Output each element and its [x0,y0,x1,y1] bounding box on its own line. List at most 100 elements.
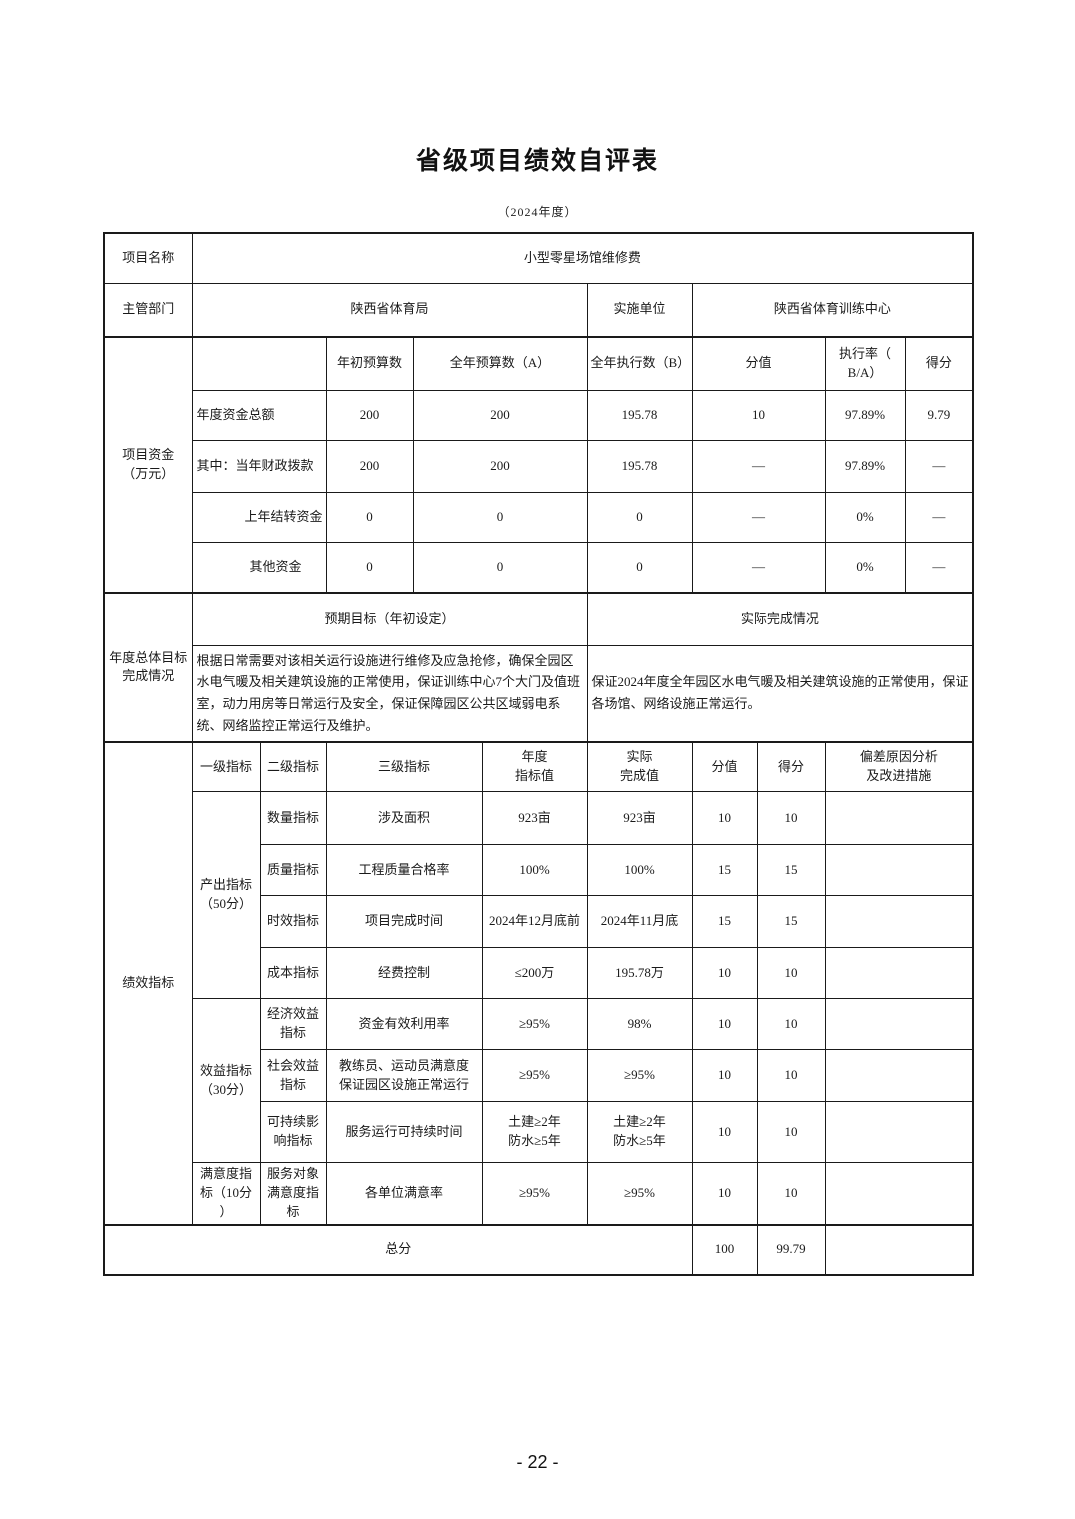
funding-cell-initial: 200 [325,389,414,441]
indicator-row: 效益指标 （30分） 经济效益 指标 资金有效利用率 ≥95% 98% 10 1… [104,998,974,1164]
funding-cell-score: 9.79 [904,389,974,441]
indicator-points-cell: 10 [691,1049,758,1103]
indicator-score-cell: 15 [756,844,826,897]
funding-header-row: 项目资金 （万元） 年初预算数 全年预算数（A） 全年执行数（B） 分值 执行率… [103,336,974,594]
funding-cell-initial: 200 [325,439,414,493]
indicator-actual-cell: 100% [586,844,693,897]
indicator-level2-cell: 服务对象 满意度指 标 [259,1162,327,1226]
indicator-level2-cell: 数量指标 [259,791,327,846]
indicators-section-cell: 绩效指标 [103,740,193,1226]
funding-row: 上年结转资金 0 0 0 — 0% — [104,491,974,543]
indicator-level1-cell: 产出指标 （50分） [191,791,261,1000]
page-number: - 22 - [516,1452,559,1472]
indicator-row: 满意度指 标（10分 ） 服务对象 满意度指 标 各单位满意率 ≥95% ≥95… [104,1162,974,1226]
indicator-row: 社会效益 指标 教练员、运动员满意度 保证园区设施正常运行 ≥95% ≥95% … [104,1049,974,1103]
page-subtitle: （2024年度） [497,205,578,219]
indicator-header-level2: 二级指标 [259,740,327,793]
total-row: 总分 100 99.79 [103,1223,974,1276]
indicator-actual-cell: 98% [586,998,693,1051]
indicator-level2-cell: 可持续影 响指标 [259,1101,327,1164]
page-title: 省级项目绩效自评表 [415,148,659,175]
dept-label-cell: 主管部门 [103,282,193,338]
deviation-cell [824,998,974,1051]
funding-cell-executed: 195.78 [586,389,693,441]
funding-cell-score: — [904,541,974,594]
funding-cell-points: — [691,491,826,543]
indicator-target-cell: ≥95% [481,998,588,1051]
funding-cell-initial: 0 [325,541,414,594]
table-row: 主管部门 陕西省体育局 实施单位 陕西省体育训练中心 [103,282,974,338]
funding-section-cell: 项目资金 （万元） [103,336,193,594]
funding-cell-executed: 0 [586,491,693,543]
funding-cell-annual: 200 [412,389,588,441]
indicators-header-row: 绩效指标 一级指标 二级指标 三级指标 年度 指标值 实际 完成值 分值 得分 … [103,740,974,1226]
funding-header-initial: 年初预算数 [325,336,414,391]
funding-cell-executed: 0 [586,541,693,594]
indicator-target-cell: 923亩 [481,791,588,846]
indicator-level3-cell: 各单位满意率 [325,1162,483,1226]
indicator-score-cell: 10 [756,1101,826,1164]
goals-header-row: 年度总体目标 完成情况 预期目标（年初设定） 实际完成情况 [103,592,974,743]
indicator-level3-cell: 服务运行可持续时间 [325,1101,483,1164]
funding-header-annual: 全年预算数（A） [412,336,588,391]
indicator-actual-cell: 195.78万 [586,947,693,1000]
indicator-level1-cell: 满意度指 标（10分 ） [191,1162,261,1226]
indicator-target-cell: 2024年12月底前 [481,895,588,949]
funding-cell-rate: 97.89% [824,389,906,441]
indicator-score-cell: 10 [756,791,826,846]
indicator-row: 质量指标 工程质量合格率 100% 100% 15 15 [104,844,974,897]
indicator-row: 成本指标 经费控制 ≤200万 195.78万 10 10 [104,947,974,1000]
indicator-actual-cell: ≥95% [586,1162,693,1226]
indicator-row: 产出指标 （50分） 数量指标 涉及面积 923亩 923亩 10 10 [104,791,974,1000]
indicator-actual-cell: 土建≥2年 防水≥5年 [586,1101,693,1164]
impl-value-cell: 陕西省体育训练中心 [691,282,974,338]
funding-cell-rate: 0% [824,541,906,594]
project-name-label-cell: 项目名称 [103,232,193,284]
indicator-level2-cell: 时效指标 [259,895,327,949]
indicator-actual-cell: ≥95% [586,1049,693,1103]
total-score-cell: 99.79 [756,1223,826,1276]
project-name-value-cell: 小型零星场馆维修费 [191,232,974,284]
indicator-level3-cell: 涉及面积 [325,791,483,846]
indicator-score-cell: 10 [756,1049,826,1103]
indicator-target-cell: ≥95% [481,1162,588,1226]
indicator-header-target: 年度 指标值 [481,740,588,793]
impl-label-cell: 实施单位 [586,282,693,338]
indicator-score-cell: 10 [756,998,826,1051]
goals-content-row: 根据日常需要对该相关运行设施进行维修及应急抢修，确保全园区水电气暖及相关建筑设施… [104,644,974,743]
expected-text-cell: 根据日常需要对该相关运行设施进行维修及应急抢修，确保全园区水电气暖及相关建筑设施… [191,644,588,743]
deviation-cell [824,1162,974,1226]
total-empty-cell [824,1223,974,1276]
indicator-target-cell: ≤200万 [481,947,588,1000]
funding-row: 其中：当年财政拨款 200 200 195.78 — 97.89% — [104,439,974,493]
indicator-points-cell: 10 [691,947,758,1000]
indicator-target-cell: 100% [481,844,588,897]
indicator-header-points: 分值 [691,740,758,793]
funding-cell-score: — [904,491,974,543]
deviation-cell [824,947,974,1000]
indicator-target-cell: ≥95% [481,1049,588,1103]
indicator-level3-cell: 工程质量合格率 [325,844,483,897]
funding-row: 年度资金总额 200 200 195.78 10 97.89% 9.79 [104,389,974,441]
funding-row-label: 其中：当年财政拨款 [191,439,327,493]
indicator-level1-cell: 效益指标 （30分） [191,998,261,1164]
funding-cell-annual: 0 [412,491,588,543]
funding-row: 其他资金 0 0 0 — 0% — [104,541,974,594]
funding-cell-points: — [691,439,826,493]
indicator-points-cell: 15 [691,844,758,897]
indicator-score-cell: 10 [756,947,826,1000]
deviation-cell [824,1101,974,1164]
indicator-header-score: 得分 [756,740,826,793]
deviation-cell [824,1049,974,1103]
funding-cell-annual: 0 [412,541,588,594]
funding-cell-points: — [691,541,826,594]
indicator-actual-cell: 923亩 [586,791,693,846]
indicator-level2-cell: 社会效益 指标 [259,1049,327,1103]
self-evaluation-table: 项目名称 小型零星场馆维修费 主管部门 陕西省体育局 实施单位 陕西省体育训练中… [103,232,975,1276]
indicator-level2-cell: 经济效益 指标 [259,998,327,1051]
goals-section-cell: 年度总体目标 完成情况 [103,592,193,743]
table-row: 项目名称 小型零星场馆维修费 [103,232,974,284]
indicator-header-level1: 一级指标 [191,740,261,793]
deviation-cell [824,844,974,897]
indicator-score-cell: 15 [756,895,826,949]
